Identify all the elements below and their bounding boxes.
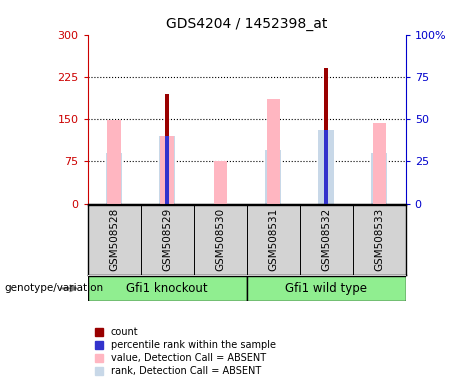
- Text: GSM508529: GSM508529: [162, 208, 172, 271]
- Text: Gfi1 wild type: Gfi1 wild type: [285, 282, 367, 295]
- Bar: [213, 161, 227, 204]
- Bar: [106, 153, 122, 204]
- Bar: [324, 130, 328, 204]
- Bar: [88, 276, 247, 301]
- Bar: [372, 123, 386, 204]
- Bar: [266, 99, 280, 204]
- Text: GSM508532: GSM508532: [321, 208, 331, 271]
- Bar: [247, 276, 406, 301]
- Bar: [165, 136, 169, 204]
- Text: genotype/variation: genotype/variation: [5, 283, 104, 293]
- Bar: [159, 136, 175, 204]
- Bar: [324, 68, 328, 204]
- Bar: [371, 153, 387, 204]
- Bar: [265, 150, 281, 204]
- Legend: count, percentile rank within the sample, value, Detection Call = ABSENT, rank, : count, percentile rank within the sample…: [93, 324, 279, 379]
- Bar: [107, 120, 121, 204]
- Text: Gfi1 knockout: Gfi1 knockout: [126, 282, 208, 295]
- Text: GSM508531: GSM508531: [268, 208, 278, 271]
- Bar: [318, 130, 334, 204]
- Bar: [165, 94, 169, 204]
- Text: GSM508528: GSM508528: [109, 208, 119, 271]
- Text: GSM508530: GSM508530: [215, 208, 225, 271]
- Bar: [160, 136, 174, 204]
- Title: GDS4204 / 1452398_at: GDS4204 / 1452398_at: [166, 17, 327, 31]
- Text: GSM508533: GSM508533: [374, 208, 384, 271]
